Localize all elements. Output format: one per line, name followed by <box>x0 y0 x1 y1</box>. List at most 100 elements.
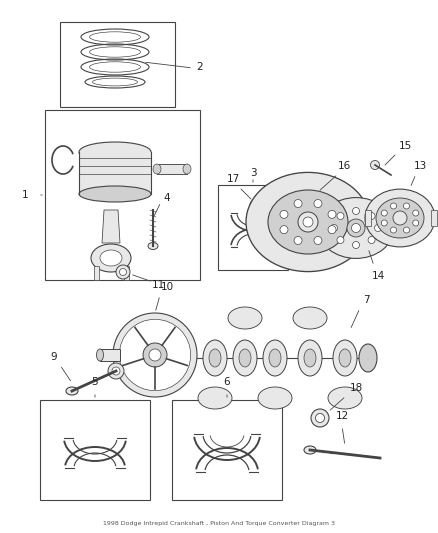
Bar <box>431 210 437 226</box>
Ellipse shape <box>359 344 377 372</box>
Circle shape <box>280 225 288 233</box>
Circle shape <box>391 203 396 209</box>
Ellipse shape <box>66 387 78 395</box>
Text: 10: 10 <box>160 282 173 292</box>
Ellipse shape <box>328 387 362 409</box>
Circle shape <box>250 200 260 210</box>
Circle shape <box>413 210 419 216</box>
Ellipse shape <box>263 340 287 376</box>
Text: 12: 12 <box>336 411 349 421</box>
Circle shape <box>108 363 124 379</box>
Text: 18: 18 <box>350 383 363 393</box>
Ellipse shape <box>148 243 158 249</box>
Ellipse shape <box>304 349 316 367</box>
Bar <box>124 266 129 280</box>
Bar <box>79 152 151 194</box>
Text: 15: 15 <box>399 141 412 151</box>
Ellipse shape <box>376 198 424 238</box>
Ellipse shape <box>92 78 138 86</box>
Circle shape <box>280 211 288 219</box>
Ellipse shape <box>89 32 141 42</box>
Circle shape <box>413 220 419 226</box>
Circle shape <box>381 220 387 226</box>
Bar <box>45 110 200 280</box>
Circle shape <box>314 199 322 207</box>
Text: 1: 1 <box>22 190 28 200</box>
Text: 7: 7 <box>363 295 369 305</box>
Bar <box>172 400 282 500</box>
Ellipse shape <box>228 307 262 329</box>
Ellipse shape <box>293 307 327 329</box>
Ellipse shape <box>79 142 151 162</box>
Circle shape <box>113 313 197 397</box>
Ellipse shape <box>258 387 292 409</box>
Text: 3: 3 <box>250 168 256 178</box>
Bar <box>40 400 150 500</box>
Ellipse shape <box>91 244 131 272</box>
Text: 5: 5 <box>92 377 98 387</box>
Bar <box>94 266 99 280</box>
Ellipse shape <box>96 349 103 361</box>
Bar <box>60 22 175 107</box>
Circle shape <box>337 213 344 220</box>
Ellipse shape <box>79 186 151 202</box>
Circle shape <box>143 343 167 367</box>
Ellipse shape <box>198 387 232 409</box>
Text: 13: 13 <box>413 161 427 171</box>
Circle shape <box>368 213 375 220</box>
Ellipse shape <box>153 164 161 174</box>
Bar <box>157 164 187 174</box>
Circle shape <box>368 237 375 244</box>
Circle shape <box>112 367 120 375</box>
Circle shape <box>119 319 191 391</box>
Circle shape <box>314 237 322 245</box>
Text: 9: 9 <box>51 352 57 362</box>
Ellipse shape <box>269 349 281 367</box>
Circle shape <box>337 237 344 244</box>
Ellipse shape <box>298 340 322 376</box>
Circle shape <box>374 224 381 231</box>
Circle shape <box>391 227 396 233</box>
Circle shape <box>403 203 410 209</box>
Text: 16: 16 <box>337 161 351 171</box>
Circle shape <box>328 211 336 219</box>
Circle shape <box>294 199 302 207</box>
Ellipse shape <box>89 62 141 72</box>
Text: 2: 2 <box>197 62 203 72</box>
Circle shape <box>328 225 336 233</box>
Circle shape <box>120 269 127 276</box>
Circle shape <box>347 219 365 237</box>
Circle shape <box>298 212 318 232</box>
Text: 11: 11 <box>152 280 165 290</box>
Ellipse shape <box>339 349 351 367</box>
Ellipse shape <box>239 349 251 367</box>
Bar <box>218 185 288 270</box>
Ellipse shape <box>203 340 227 376</box>
Ellipse shape <box>268 190 348 254</box>
Circle shape <box>116 265 130 279</box>
Circle shape <box>311 409 329 427</box>
Text: 14: 14 <box>371 271 385 281</box>
Text: 1998 Dodge Intrepid Crankshaft , Piston And Torque Converter Diagram 3: 1998 Dodge Intrepid Crankshaft , Piston … <box>103 521 335 527</box>
Circle shape <box>352 223 360 232</box>
Circle shape <box>371 160 379 169</box>
Ellipse shape <box>246 172 370 272</box>
Polygon shape <box>102 210 120 243</box>
Circle shape <box>353 207 360 214</box>
Circle shape <box>403 227 410 233</box>
Ellipse shape <box>318 198 394 259</box>
Circle shape <box>303 217 313 227</box>
Bar <box>100 349 120 361</box>
Circle shape <box>331 224 338 231</box>
Ellipse shape <box>233 340 257 376</box>
Ellipse shape <box>304 446 316 454</box>
Ellipse shape <box>100 250 122 266</box>
Circle shape <box>381 210 387 216</box>
Text: 4: 4 <box>164 193 170 203</box>
Text: 17: 17 <box>226 174 240 184</box>
Circle shape <box>149 349 161 361</box>
Ellipse shape <box>365 189 435 247</box>
Circle shape <box>315 414 325 423</box>
Circle shape <box>353 241 360 248</box>
Ellipse shape <box>183 164 191 174</box>
